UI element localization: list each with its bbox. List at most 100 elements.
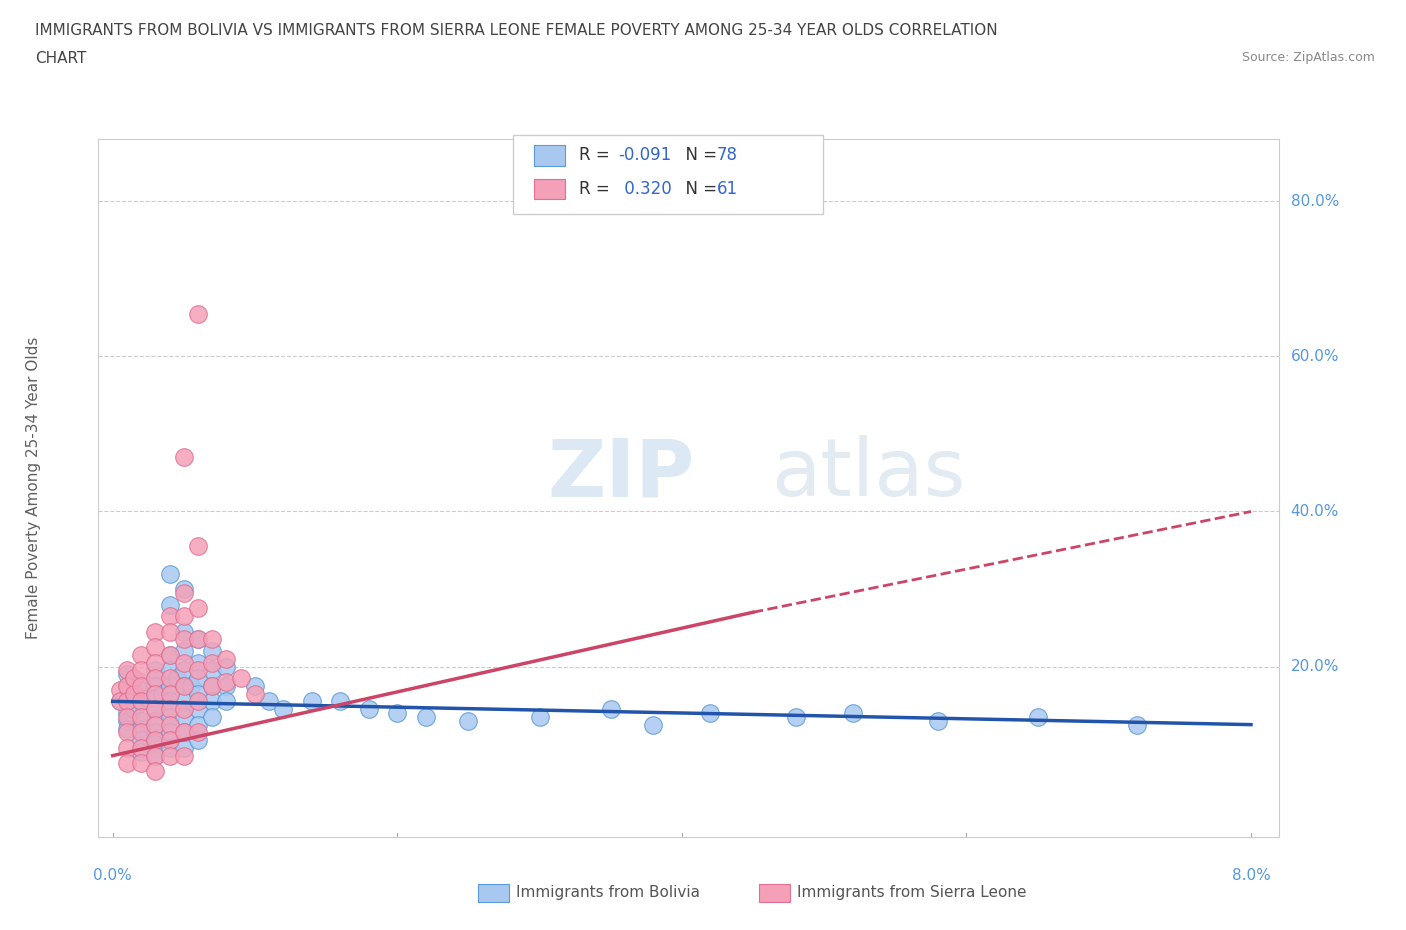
Point bbox=[159, 686, 181, 701]
Point bbox=[273, 701, 295, 716]
Point bbox=[301, 694, 323, 709]
Point bbox=[159, 725, 181, 740]
Point bbox=[201, 656, 224, 671]
Point bbox=[159, 679, 181, 694]
Point bbox=[115, 721, 138, 736]
Point bbox=[529, 710, 551, 724]
Point bbox=[173, 586, 195, 601]
Point bbox=[143, 640, 166, 655]
Point bbox=[187, 656, 209, 671]
Text: 0.320: 0.320 bbox=[619, 179, 672, 198]
Point bbox=[122, 690, 145, 705]
Point bbox=[115, 740, 138, 755]
Point bbox=[415, 710, 437, 724]
Point bbox=[457, 713, 479, 728]
Point bbox=[129, 756, 152, 771]
Point bbox=[152, 686, 174, 701]
Text: N =: N = bbox=[675, 146, 723, 165]
Point bbox=[122, 686, 145, 701]
Text: 60.0%: 60.0% bbox=[1291, 349, 1339, 364]
Point bbox=[143, 656, 166, 671]
Point bbox=[129, 710, 152, 724]
Point bbox=[927, 713, 949, 728]
Point bbox=[143, 701, 166, 716]
Point bbox=[122, 671, 145, 685]
Point bbox=[173, 663, 195, 678]
Point bbox=[173, 694, 195, 709]
Point bbox=[129, 740, 152, 755]
Point bbox=[115, 679, 138, 694]
Point bbox=[841, 706, 863, 721]
Point bbox=[187, 671, 209, 685]
Point bbox=[115, 713, 138, 728]
Point bbox=[143, 748, 166, 763]
Point bbox=[143, 663, 166, 678]
Point bbox=[173, 679, 195, 694]
Point bbox=[143, 717, 166, 732]
Point bbox=[129, 721, 152, 736]
Point bbox=[129, 744, 152, 759]
Text: N =: N = bbox=[675, 179, 723, 198]
Text: R =: R = bbox=[579, 179, 616, 198]
Point bbox=[387, 706, 409, 721]
Text: 40.0%: 40.0% bbox=[1291, 504, 1339, 519]
Text: 20.0%: 20.0% bbox=[1291, 659, 1339, 674]
Text: 0.0%: 0.0% bbox=[93, 868, 132, 883]
Point bbox=[187, 725, 209, 740]
Point bbox=[143, 690, 166, 705]
Text: Immigrants from Bolivia: Immigrants from Bolivia bbox=[516, 885, 700, 900]
Point bbox=[173, 450, 195, 465]
Point bbox=[159, 647, 181, 662]
Point bbox=[143, 671, 166, 685]
Point bbox=[129, 725, 152, 740]
Point bbox=[143, 748, 166, 763]
Point bbox=[115, 667, 138, 682]
Point bbox=[699, 706, 721, 721]
Point bbox=[159, 694, 181, 709]
Text: 61: 61 bbox=[717, 179, 738, 198]
Point bbox=[108, 683, 131, 698]
Point bbox=[159, 717, 181, 732]
Point bbox=[173, 656, 195, 671]
Point bbox=[115, 706, 138, 721]
Point bbox=[173, 725, 195, 740]
Point bbox=[143, 686, 166, 701]
Point bbox=[129, 647, 152, 662]
Point bbox=[129, 674, 152, 689]
Point bbox=[215, 674, 238, 689]
Text: 80.0%: 80.0% bbox=[1291, 194, 1339, 209]
Point bbox=[180, 679, 202, 694]
Point bbox=[115, 756, 138, 771]
Point bbox=[1126, 717, 1149, 732]
Point bbox=[173, 748, 195, 763]
Point bbox=[115, 679, 138, 694]
Point bbox=[201, 644, 224, 658]
Text: Immigrants from Sierra Leone: Immigrants from Sierra Leone bbox=[797, 885, 1026, 900]
Point bbox=[129, 694, 152, 709]
Point bbox=[129, 733, 152, 748]
Point bbox=[329, 694, 352, 709]
Text: IMMIGRANTS FROM BOLIVIA VS IMMIGRANTS FROM SIERRA LEONE FEMALE POVERTY AMONG 25-: IMMIGRANTS FROM BOLIVIA VS IMMIGRANTS FR… bbox=[35, 23, 998, 38]
Point bbox=[173, 632, 195, 647]
Text: Source: ZipAtlas.com: Source: ZipAtlas.com bbox=[1241, 51, 1375, 64]
Point bbox=[159, 733, 181, 748]
Point bbox=[159, 740, 181, 755]
Point bbox=[187, 717, 209, 732]
Point bbox=[173, 624, 195, 639]
Point bbox=[173, 701, 195, 716]
Point bbox=[187, 686, 209, 701]
Point bbox=[173, 740, 195, 755]
Point bbox=[187, 733, 209, 748]
Point bbox=[159, 609, 181, 624]
Point bbox=[243, 679, 266, 694]
Text: -0.091: -0.091 bbox=[619, 146, 672, 165]
Point bbox=[187, 539, 209, 554]
Point bbox=[115, 694, 138, 709]
Point bbox=[115, 663, 138, 678]
Point bbox=[129, 679, 152, 694]
Point bbox=[159, 701, 181, 716]
Point bbox=[187, 307, 209, 322]
Point bbox=[129, 663, 152, 678]
Point bbox=[159, 566, 181, 581]
Point bbox=[159, 647, 181, 662]
